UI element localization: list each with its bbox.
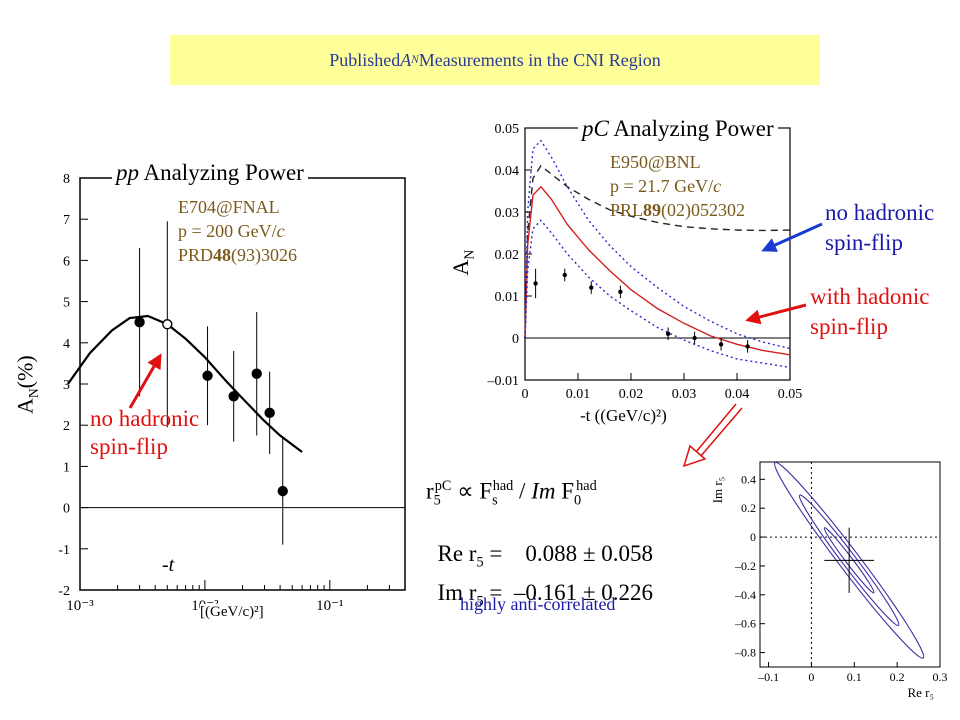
pc-exp: E950@BNL [610, 152, 701, 172]
pc-ytick-label: 0.05 [495, 122, 520, 137]
pc-ytick-label: 0.03 [495, 206, 520, 221]
corr-frame [759, 461, 941, 668]
pp-data-point [228, 391, 239, 402]
corr-ytick-label: 0.4 [741, 472, 756, 486]
pp-ytick-label: 1 [63, 460, 70, 475]
pc-ytick-label: 0 [512, 332, 519, 347]
pp-momentum: p = 200 GeV/c [178, 221, 285, 241]
pp-data-point [134, 316, 145, 328]
pc-curve [524, 219, 791, 369]
pc-data-point [665, 331, 671, 336]
pp-data-point [264, 407, 275, 419]
pc-xtick-label: 0.02 [619, 387, 644, 402]
pc-heading: pC Analyzing Power [578, 116, 778, 142]
corr-ytick-label: –0.8 [734, 646, 756, 660]
pc-xtick-label: 0.01 [566, 387, 591, 402]
pc-data-point [589, 285, 594, 290]
corr-xtick-label: 0.3 [933, 670, 948, 684]
pc-xtick-label: 0.03 [672, 387, 697, 402]
pc-data-point [562, 272, 567, 278]
pc-xlabel: -t ((GeV/c)²) [580, 406, 667, 425]
pp-data-point [277, 485, 288, 497]
pp-data-point [251, 368, 262, 379]
pc-xtick-label: 0.05 [778, 387, 803, 402]
pc-data-point [618, 289, 623, 294]
pp-ytick-label: 7 [63, 213, 70, 228]
pp-data-point [162, 319, 173, 330]
pc-ytick-label: –0.01 [487, 374, 520, 389]
correlation-note: highly anti-correlated [460, 594, 616, 614]
pc-ytick-label: 0.01 [495, 290, 520, 305]
pp-ytick-label: 3 [63, 378, 70, 393]
pp-theory-curve [66, 314, 303, 453]
corr-contour [774, 461, 925, 659]
pc-ytick-label: 0.02 [495, 248, 520, 263]
pc-reference: PRL89(02)052302 [610, 200, 746, 220]
pc-ylabel: AN [448, 249, 477, 276]
pc-xtick-label: 0 [522, 387, 529, 402]
pp-exp: E704@FNAL [178, 197, 280, 217]
corr-xlabel: Re r₅ [907, 685, 934, 700]
pp-ytick-label: 0 [63, 502, 70, 517]
pp-reference: PRD48(93)3026 [178, 245, 298, 265]
pc-xtick-label: 0.04 [725, 387, 750, 402]
pc-curve [524, 164, 791, 339]
pc-data-point [533, 281, 538, 286]
pp-xlabel: -t [162, 554, 175, 577]
pp-annotation: no hadronic spin-flip [90, 406, 200, 459]
pc-annotation-with-flip: with hadonic spin-flip [810, 284, 930, 339]
pp-heading: pp Analyzing Power [112, 160, 308, 186]
r5-correlation-chart: –0.8 –0.6 –0.4 –0.2 0 0.2 0.4 –0.1 0 0.1 0.2 0.3Re … [710, 461, 948, 700]
corr-ytick-label: –0.2 [734, 559, 756, 573]
pc-curve [524, 185, 791, 356]
im-r5-result: Im r5 = –0.161 ± 0.226 [437, 580, 653, 610]
pp-xtick-label: 10⁻³ [66, 598, 94, 614]
corr-xtick-label: 0.2 [890, 670, 905, 684]
pc-momentum: p = 21.7 GeV/c [610, 176, 722, 196]
corr-ytick-label: 0.2 [741, 501, 756, 515]
pp-ytick-label: 4 [63, 337, 70, 352]
corr-ytick-label: –0.6 [734, 617, 756, 631]
corr-ytick-label: –0.4 [734, 588, 756, 602]
corr-contour [823, 527, 875, 594]
pp-ytick-label: 5 [63, 296, 70, 311]
corr-xtick-label: –0.1 [757, 670, 779, 684]
corr-ylabel: Im r₅ [710, 477, 725, 504]
pp-data-point [202, 370, 213, 381]
pp-ytick-label: 2 [63, 419, 70, 434]
pc-data-point [692, 335, 697, 341]
re-r5-result: Re r5 = 0.088 ± 0.058 [437, 541, 653, 571]
pp-xunit: [(GeV/c)²] [200, 604, 264, 621]
corr-ytick-label: 0 [750, 530, 756, 544]
pc-ytick-label: 0.04 [495, 164, 520, 179]
corr-contour [798, 494, 900, 627]
pp-xtick-label: 10⁻¹ [316, 598, 343, 614]
pc-curve [524, 139, 791, 350]
corr-xtick-label: 0.1 [847, 670, 862, 684]
pc-annotation-no-flip: no hadronic spin-flip [825, 200, 935, 255]
pc-data-point [718, 342, 724, 347]
pp-ytick-label: -1 [58, 543, 70, 558]
r5-definition: r5pC ∝ Fshad / Im F0had [426, 478, 597, 509]
pp-ytick-label: 6 [63, 254, 70, 269]
pc-experiment-info: E950@BNL p = 21.7 GeV/c PRL89(02)052302 [610, 150, 745, 222]
pc-data-point [745, 344, 750, 349]
corr-xtick-label: 0 [808, 670, 814, 684]
pp-ylabel: AN(%) [12, 353, 43, 417]
pp-ytick-label: 8 [63, 172, 70, 187]
pp-ytick-label: -2 [58, 584, 70, 599]
pp-experiment-info: E704@FNAL p = 200 GeV/c PRD48(93)3026 [178, 195, 298, 267]
